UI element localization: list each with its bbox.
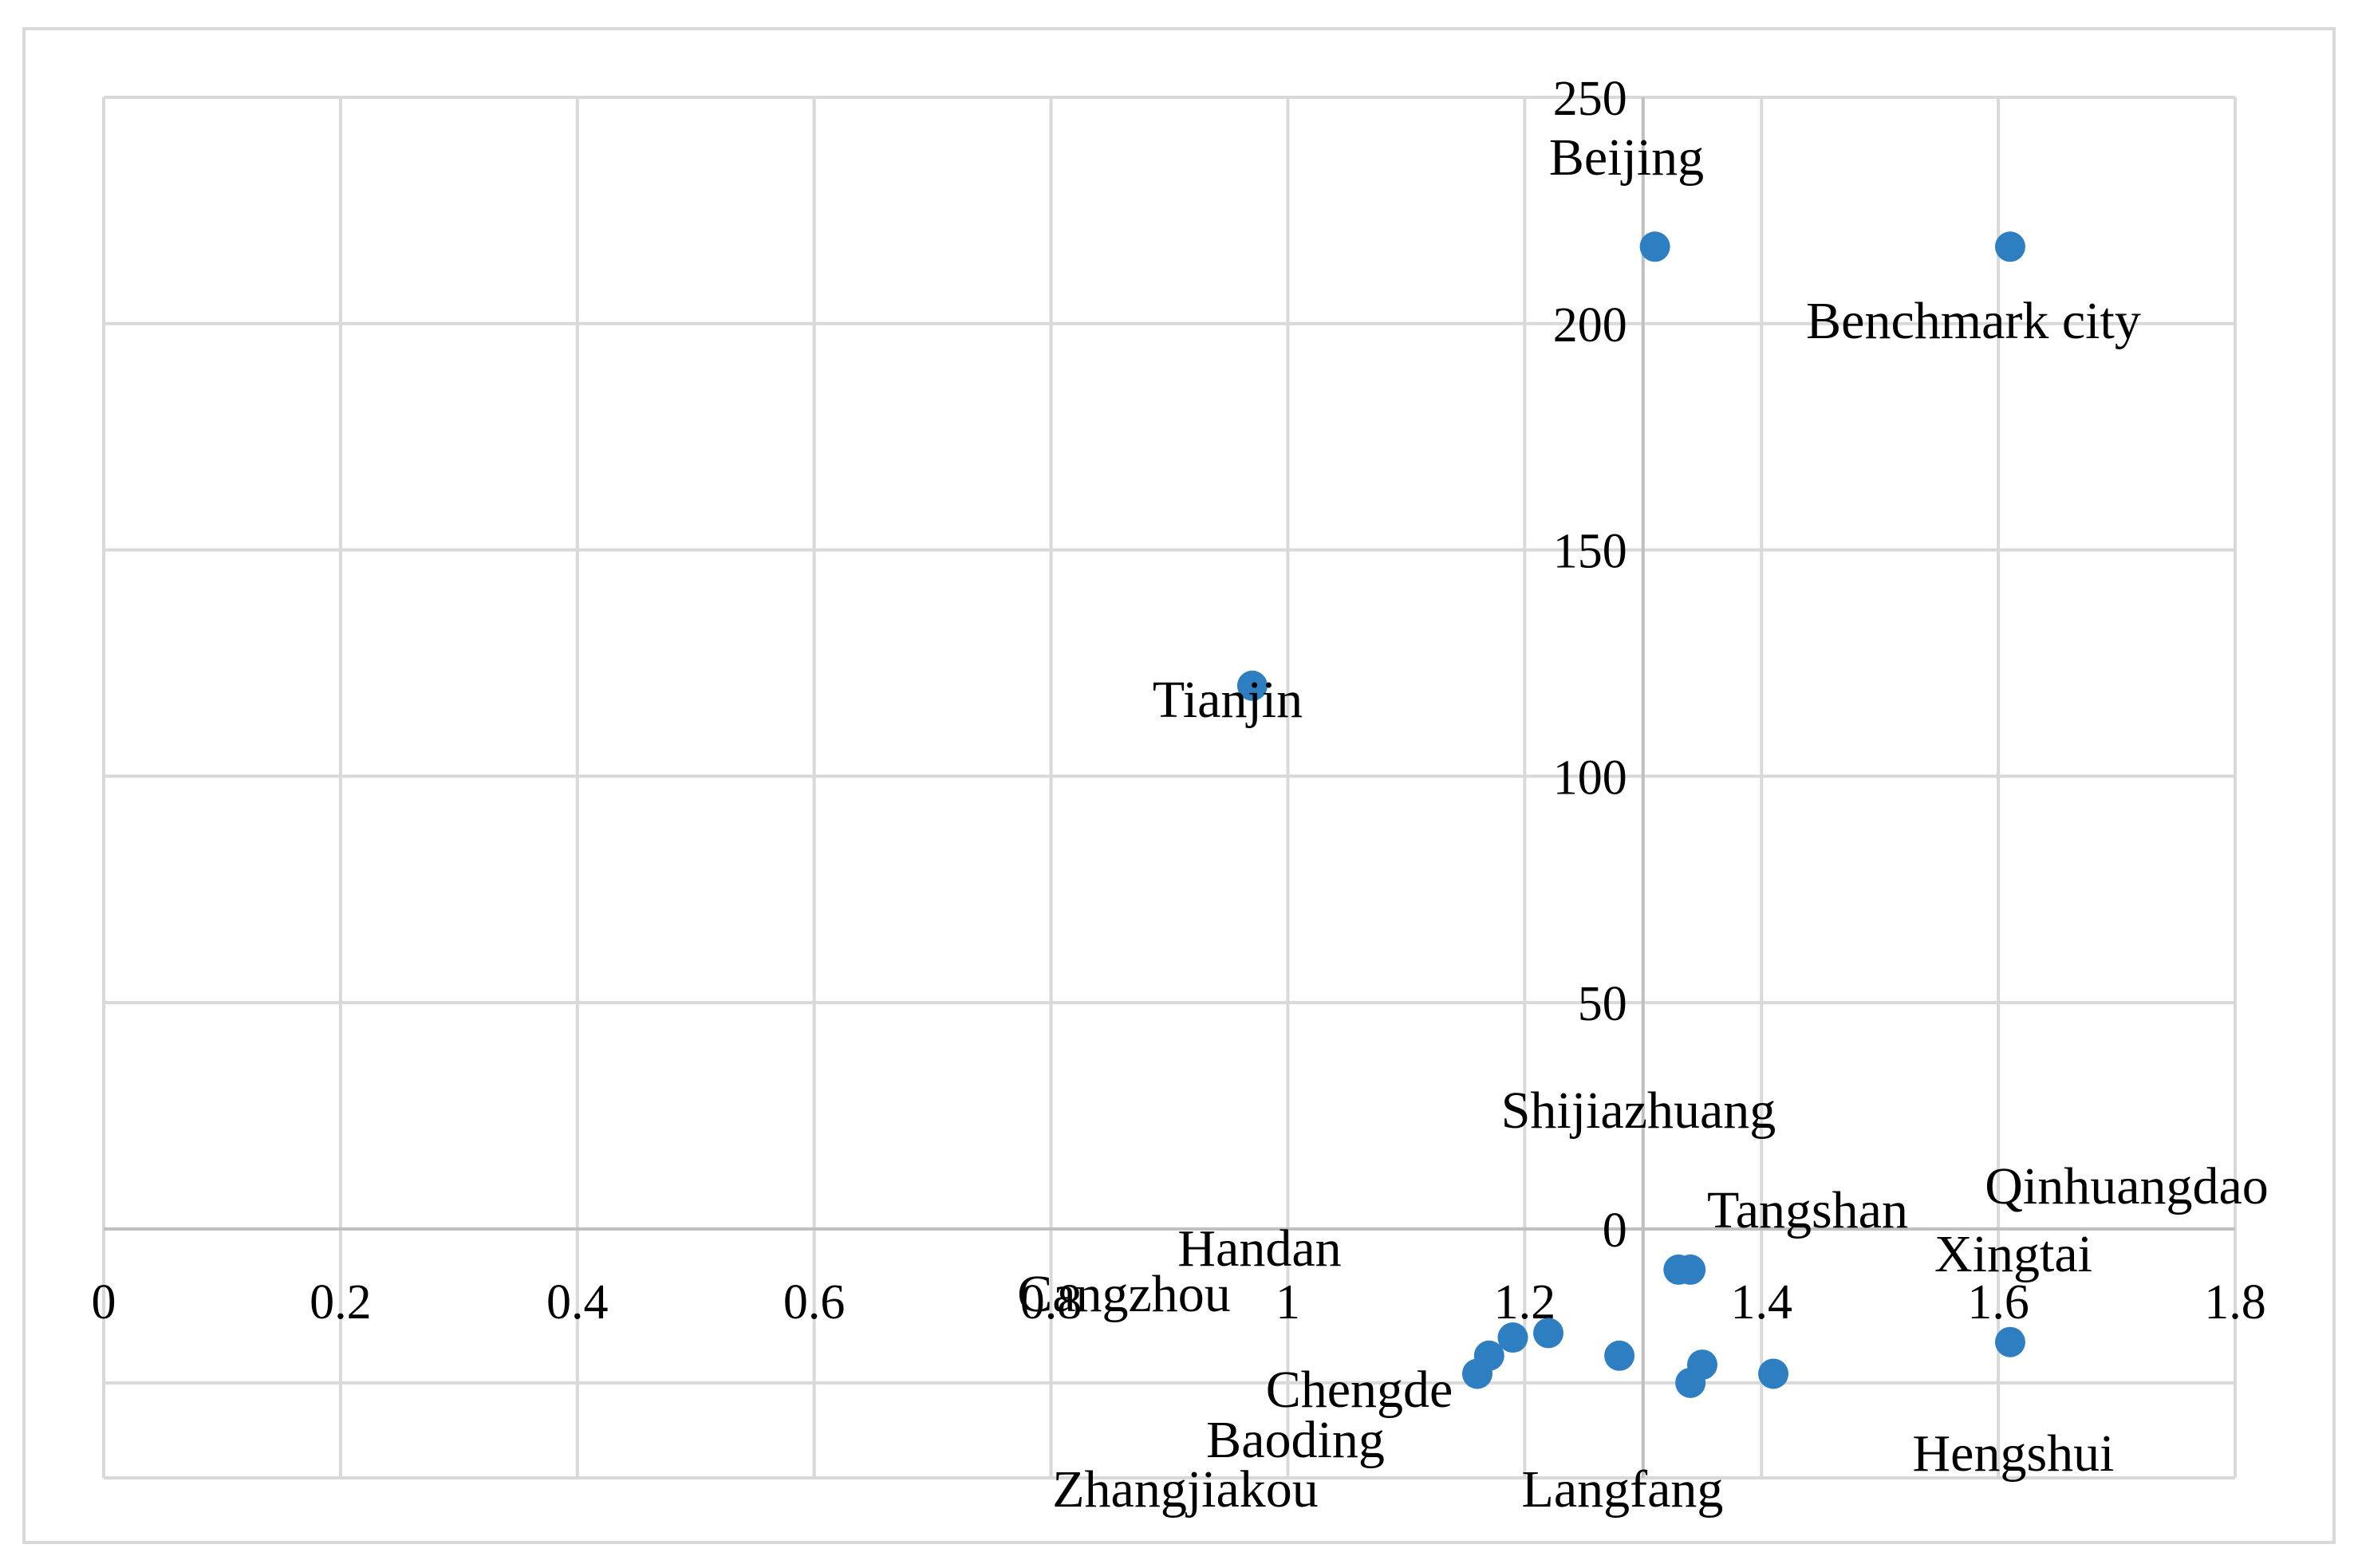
data-point bbox=[1604, 1340, 1635, 1371]
y-tick-label: 0 bbox=[1603, 1204, 1627, 1258]
point-labels: Beijing Benchmark city Tianjin Shijiazhuang… bbox=[1017, 128, 2269, 1519]
axis-layer bbox=[104, 97, 2235, 1478]
data-point bbox=[1497, 1322, 1528, 1353]
point-label: Zhangjiakou bbox=[1052, 1460, 1319, 1519]
point-label: Xingtai bbox=[1934, 1225, 2092, 1283]
point-label: Tianjin bbox=[1153, 671, 1303, 729]
point-label: Beijing bbox=[1549, 128, 1704, 187]
data-point bbox=[1994, 231, 2025, 262]
x-tick-label: 1.8 bbox=[2204, 1275, 2266, 1330]
point-label: Baoding bbox=[1206, 1411, 1385, 1469]
x-tick-label: 0.4 bbox=[546, 1275, 609, 1330]
data-point bbox=[1994, 1326, 2025, 1357]
data-point bbox=[1236, 670, 1268, 701]
data-point bbox=[1461, 1358, 1492, 1389]
point-label: Shijiazhuang bbox=[1501, 1081, 1776, 1140]
x-tick-label: 1.4 bbox=[1730, 1275, 1792, 1330]
y-tick-label: 150 bbox=[1553, 525, 1627, 579]
tick-labels: 0 0.2 0.4 0.6 0.8 1 1.2 1.4 1.6 1.805010015020025… bbox=[92, 72, 2266, 1330]
x-tick-label: 0 bbox=[92, 1275, 116, 1330]
point-label: Handan bbox=[1177, 1219, 1341, 1278]
data-points bbox=[1236, 231, 2025, 1398]
data-point bbox=[1663, 1254, 1694, 1285]
point-label: Cangzhou bbox=[1017, 1265, 1231, 1323]
scatter-chart: 0 0.2 0.4 0.6 0.8 1 1.2 1.4 1.6 1.805010015020025… bbox=[92, 72, 2269, 1519]
data-point bbox=[1758, 1358, 1789, 1389]
data-point bbox=[1675, 1367, 1706, 1398]
point-label: Langfang bbox=[1522, 1460, 1724, 1519]
x-tick-label: 1 bbox=[1276, 1275, 1300, 1330]
x-tick-label: 0.8 bbox=[1020, 1275, 1082, 1330]
y-tick-label: 250 bbox=[1553, 72, 1627, 126]
x-tick-label: 0.6 bbox=[783, 1275, 846, 1330]
y-tick-label: 50 bbox=[1578, 977, 1627, 1031]
y-tick-label: 100 bbox=[1553, 751, 1627, 805]
point-label: Hengshui bbox=[1913, 1424, 2115, 1483]
x-tick-label: 0.2 bbox=[310, 1275, 372, 1330]
x-tick-label: 1.6 bbox=[1967, 1275, 2029, 1330]
point-label: Tangshan bbox=[1707, 1181, 1908, 1239]
grid-layer bbox=[102, 96, 2237, 1479]
y-tick-label: 200 bbox=[1553, 298, 1627, 353]
data-point bbox=[1533, 1318, 1564, 1349]
point-label: Chengde bbox=[1266, 1361, 1453, 1419]
point-label: Benchmark city bbox=[1806, 292, 2141, 350]
chart-frame: 0 0.2 0.4 0.6 0.8 1 1.2 1.4 1.6 1.8 0 50 100 150 200 25… bbox=[22, 27, 2336, 1544]
data-point bbox=[1639, 231, 1670, 262]
point-label: Qinhuangdao bbox=[1985, 1157, 2269, 1215]
